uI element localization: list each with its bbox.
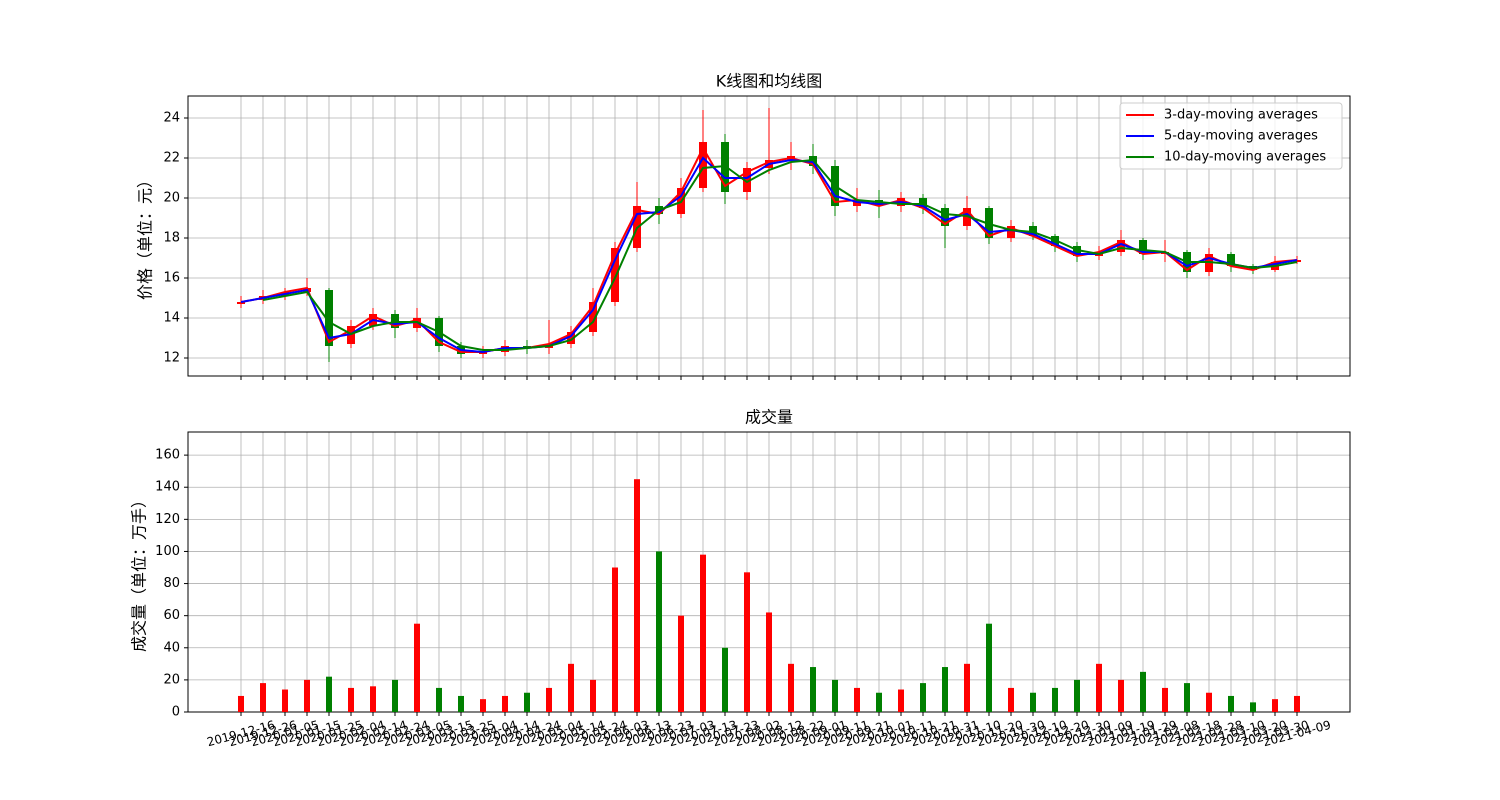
candle-body xyxy=(611,248,619,302)
y-tick-label: 20 xyxy=(163,672,180,687)
volume-bar xyxy=(876,692,882,712)
volume-bar xyxy=(656,551,662,712)
volume-bar xyxy=(678,615,684,712)
volume-bar xyxy=(1096,663,1102,712)
volume-bar xyxy=(1008,687,1014,712)
volume-bar xyxy=(1030,692,1036,712)
legend: 3-day-moving averages 5-day-moving averag… xyxy=(1119,102,1343,170)
volume-bar xyxy=(238,695,244,712)
chart-title: K线图和均线图 xyxy=(716,72,823,91)
volume-bar xyxy=(1250,702,1256,712)
volume-bar xyxy=(964,663,970,712)
volume-bar xyxy=(1228,695,1234,712)
legend-label: 10-day-moving averages xyxy=(1164,150,1326,165)
ma-line xyxy=(262,158,1298,351)
volume-bar xyxy=(634,479,640,712)
volume-bar xyxy=(700,554,706,712)
legend-box xyxy=(1119,102,1343,170)
y-tick-label: 60 xyxy=(163,608,180,623)
volume-bar xyxy=(1272,699,1278,712)
volume-bar xyxy=(282,689,288,712)
candle-body xyxy=(1227,254,1235,266)
candle-body xyxy=(1139,240,1147,254)
candle-body xyxy=(1117,240,1125,252)
volume-bar xyxy=(1184,683,1190,712)
volume-bar xyxy=(1074,679,1080,712)
volume-bar xyxy=(766,612,772,712)
candle-body xyxy=(941,208,949,226)
volume-bar xyxy=(260,683,266,712)
volume-bar xyxy=(722,647,728,712)
candle-body xyxy=(237,302,245,304)
candle-body xyxy=(567,332,575,344)
volume-bar xyxy=(1118,679,1124,712)
y-tick-label: 40 xyxy=(163,640,180,655)
volume-bar xyxy=(854,687,860,712)
volume-bar xyxy=(502,695,508,712)
candle-body xyxy=(325,290,333,346)
chart-title: 成交量 xyxy=(745,408,793,427)
volume-bar xyxy=(1294,695,1300,712)
candle-body xyxy=(699,142,707,188)
y-tick-label: 120 xyxy=(155,512,180,527)
volume-bar xyxy=(942,667,948,712)
legend-label: 3-day-moving averages xyxy=(1164,108,1318,123)
volume-bar xyxy=(986,623,992,712)
y-tick-label: 100 xyxy=(155,544,180,559)
volume-bar xyxy=(1206,692,1212,712)
volume-bar xyxy=(920,683,926,712)
y-tick-label: 140 xyxy=(155,480,180,495)
volume-bar xyxy=(414,623,420,712)
volume-bar xyxy=(898,689,904,712)
volume-bar xyxy=(370,686,376,712)
y-tick-label: 0 xyxy=(172,705,180,720)
ma-line xyxy=(240,145,1298,353)
volume-bar xyxy=(392,679,398,712)
plot-frame xyxy=(187,95,1351,377)
y-tick-label: 22 xyxy=(163,151,180,166)
volume-bar xyxy=(546,687,552,712)
candle-body xyxy=(1007,226,1015,238)
volume-bar xyxy=(832,679,838,712)
volume-bar xyxy=(1052,687,1058,712)
volume-bar xyxy=(1140,671,1146,712)
volume-bar xyxy=(590,679,596,712)
y-tick-label: 14 xyxy=(163,311,180,326)
volume-bar xyxy=(810,667,816,712)
volume-bar xyxy=(436,687,442,712)
volume-bar xyxy=(304,679,310,712)
volume-bar xyxy=(744,572,750,712)
volume-bar xyxy=(326,676,332,712)
volume-bar xyxy=(612,567,618,712)
volume-bar xyxy=(1162,687,1168,712)
volume-bar xyxy=(480,699,486,712)
y-tick-label: 80 xyxy=(163,576,180,591)
y-axis-label: 成交量（单位：万手） xyxy=(130,492,149,652)
candle-body xyxy=(589,302,597,332)
candle-body xyxy=(743,168,751,192)
volume-bar xyxy=(568,663,574,712)
y-tick-label: 160 xyxy=(155,448,180,463)
legend-label: 5-day-moving averages xyxy=(1164,129,1318,144)
y-tick-label: 12 xyxy=(163,351,180,366)
y-tick-label: 20 xyxy=(163,191,180,206)
volume-bar xyxy=(788,663,794,712)
y-tick-label: 24 xyxy=(163,111,180,126)
y-axis-label: 价格（单位：元） xyxy=(136,172,155,300)
volume-bar xyxy=(458,695,464,712)
y-tick-label: 18 xyxy=(163,231,180,246)
volume-bar xyxy=(524,692,530,712)
y-tick-label: 16 xyxy=(163,271,180,286)
volume-bar xyxy=(348,687,354,712)
